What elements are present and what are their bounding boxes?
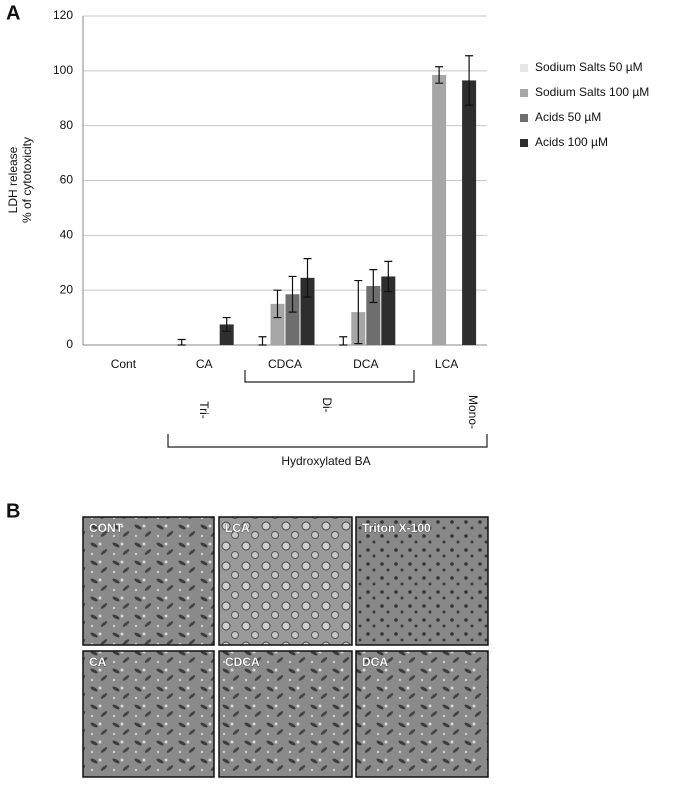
y-tick-label: 20 <box>60 282 74 296</box>
bar <box>270 303 285 345</box>
bracket <box>167 434 488 448</box>
y-tick-label: 40 <box>60 228 74 242</box>
legend-label: Sodium Salts 50 µM <box>535 60 643 74</box>
group-label: Tri- <box>197 401 211 419</box>
legend-label: Acids 50 µM <box>535 110 601 124</box>
x-tick-label: CA <box>196 357 213 371</box>
y-tick-label: 80 <box>60 118 74 132</box>
error-bar <box>369 269 378 304</box>
y-tick-label: 100 <box>53 63 73 77</box>
group-axis-label: Hydroxylated BA <box>281 454 370 468</box>
micrograph-label: Triton X-100 <box>362 521 431 535</box>
bar <box>462 80 477 345</box>
error-bar <box>354 279 363 345</box>
y-tick-label: 0 <box>66 337 73 351</box>
bar <box>300 277 315 345</box>
bar <box>432 74 447 345</box>
y-axis-label: % of cytotoxicity <box>20 137 34 223</box>
micrograph-label: CONT <box>89 521 124 535</box>
micrograph-label: LCA <box>225 521 250 535</box>
legend-swatch <box>520 139 528 147</box>
error-bar <box>435 66 444 84</box>
micrograph <box>82 650 215 778</box>
micrograph <box>355 516 489 646</box>
micrograph-label: CA <box>89 655 107 669</box>
micrograph <box>218 650 353 778</box>
bar <box>285 294 300 345</box>
group-label: Di- <box>320 397 334 412</box>
micrograph-label: DCA <box>362 655 388 669</box>
y-axis-label: LDH release <box>6 146 20 213</box>
x-tick-label: CDCA <box>268 357 302 371</box>
error-bar <box>303 258 312 298</box>
y-tick-label: 120 <box>53 8 73 22</box>
error-bar <box>384 260 393 293</box>
error-bar <box>288 275 297 313</box>
legend-swatch <box>520 64 528 72</box>
micrograph <box>355 650 489 778</box>
x-tick-label: DCA <box>353 357 378 371</box>
micrograph <box>82 516 215 646</box>
legend-swatch <box>520 89 528 97</box>
error-bar <box>222 316 231 332</box>
legend-swatch <box>520 114 528 122</box>
bar <box>219 324 234 345</box>
panel-label: A <box>6 2 20 24</box>
legend-label: Acids 100 µM <box>535 135 608 149</box>
panel-label: B <box>6 500 20 522</box>
micrograph <box>218 516 353 646</box>
bar <box>381 276 396 345</box>
micrograph-label: CDCA <box>225 655 260 669</box>
error-bar <box>258 336 267 346</box>
legend-label: Sodium Salts 100 µM <box>535 85 649 99</box>
error-bar <box>339 336 348 346</box>
y-tick-label: 60 <box>60 173 74 187</box>
error-bar <box>177 338 186 346</box>
group-label: Mono- <box>466 395 480 429</box>
x-tick-label: LCA <box>435 357 458 371</box>
error-bar <box>273 289 282 319</box>
bracket <box>244 370 415 383</box>
bar <box>366 286 381 345</box>
x-tick-label: Cont <box>111 357 137 371</box>
error-bar <box>465 55 474 106</box>
